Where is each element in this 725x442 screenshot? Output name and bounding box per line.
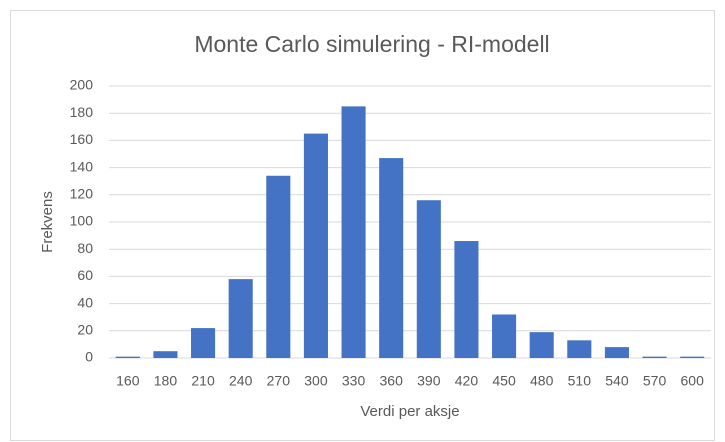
bar	[379, 158, 404, 358]
bar	[266, 175, 291, 358]
bar	[303, 133, 328, 358]
x-tick-label: 420	[455, 373, 479, 389]
x-tick-label: 210	[191, 373, 215, 389]
y-tick-label: 100	[70, 213, 94, 229]
bar	[228, 279, 253, 358]
bar	[492, 314, 517, 358]
bar	[567, 340, 592, 358]
y-tick-label: 0	[85, 349, 93, 365]
x-tick-label: 570	[643, 373, 667, 389]
y-tick-label: 60	[77, 267, 93, 283]
x-tick-label: 180	[154, 373, 178, 389]
x-tick-label: 450	[492, 373, 516, 389]
bar	[153, 351, 178, 358]
y-tick-label: 160	[70, 131, 94, 147]
x-tick-label: 240	[229, 373, 253, 389]
y-tick-label: 200	[70, 77, 94, 93]
chart-title: Monte Carlo simulering - RI-modell	[194, 31, 549, 57]
bar	[642, 356, 667, 358]
x-tick-label: 480	[530, 373, 554, 389]
x-tick-label: 510	[568, 373, 592, 389]
x-tick-label: 160	[116, 373, 140, 389]
bar	[680, 356, 705, 358]
y-tick-label: 20	[77, 322, 93, 338]
bar	[341, 106, 366, 359]
x-tick-label: 270	[267, 373, 291, 389]
bar	[454, 241, 479, 358]
x-axis-title: Verdi per aksje	[360, 403, 459, 420]
x-tick-label: 540	[605, 373, 629, 389]
y-tick-label: 180	[70, 104, 94, 120]
y-axis-title: Frekvens	[39, 191, 56, 253]
y-tick-label: 120	[70, 186, 94, 202]
bar	[191, 328, 216, 358]
y-tick-label: 140	[70, 158, 94, 174]
x-tick-label: 360	[380, 373, 404, 389]
x-tick-label: 390	[417, 373, 441, 389]
bar	[115, 356, 140, 358]
x-tick-label: 330	[342, 373, 366, 389]
bar	[416, 200, 441, 358]
x-tick-label: 300	[304, 373, 328, 389]
bar	[529, 332, 554, 358]
y-tick-label: 40	[77, 294, 93, 310]
y-tick-label: 80	[77, 240, 93, 256]
bar	[604, 347, 629, 358]
x-tick-label: 600	[681, 373, 705, 389]
